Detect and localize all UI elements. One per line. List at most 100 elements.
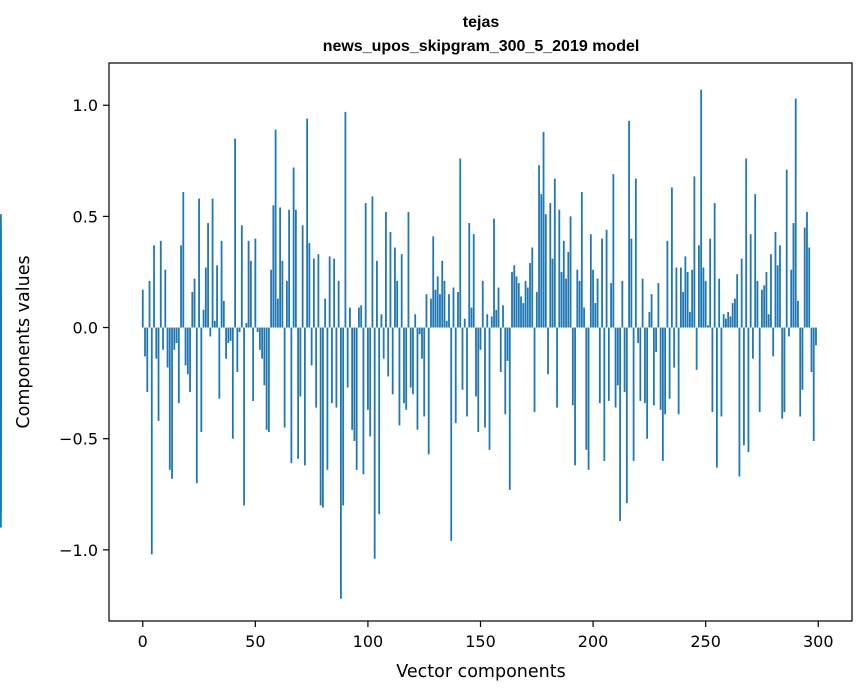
- bar-component-217: [630, 238, 633, 328]
- bar-component-198: [587, 327, 590, 470]
- bar-component-99: [364, 203, 367, 328]
- bar-component-68: [294, 209, 297, 328]
- bar-component-207: [607, 327, 610, 401]
- bar-component-97: [360, 305, 363, 328]
- bar-component-240: [682, 291, 685, 328]
- bar-component-197: [585, 327, 588, 450]
- bar-component-297: [810, 327, 813, 373]
- bar-component-239: [679, 267, 682, 328]
- bar-component-263: [734, 298, 736, 328]
- bar-component-32: [213, 320, 216, 328]
- bar-component-177: [540, 194, 543, 328]
- bar-component-175: [535, 291, 538, 328]
- bar-component-150: [479, 327, 482, 350]
- bar-component-188: [565, 278, 567, 328]
- bar-component-117: [405, 327, 408, 410]
- bar-component-264: [736, 274, 739, 328]
- bar-component-247: [698, 245, 700, 328]
- bar-component-195: [580, 191, 583, 328]
- bar-component-249: [702, 267, 705, 328]
- bar-component-218: [632, 327, 635, 461]
- bar-component-162: [506, 327, 509, 361]
- bar-component-206: [605, 229, 608, 328]
- bar-component-43: [238, 327, 241, 332]
- bar-component-129: [432, 236, 435, 328]
- x-tick-label: 250: [690, 632, 721, 651]
- bar-component-223: [643, 327, 646, 404]
- bar-component-64: [285, 280, 288, 328]
- bar-component-235: [670, 187, 673, 328]
- bar-component-268: [745, 158, 748, 328]
- bar-component-108: [385, 211, 387, 328]
- bar-component-250: [704, 280, 707, 328]
- bar-component-208: [610, 283, 612, 328]
- bar-component-82: [326, 327, 329, 470]
- bar-component-136: [448, 294, 450, 328]
- bar-component-28: [204, 267, 207, 328]
- bar-component-288: [790, 269, 793, 328]
- y-axis-label: Components values: [14, 255, 34, 428]
- bar-component-45: [243, 327, 245, 506]
- bar-component-76: [312, 258, 315, 328]
- bar-component-258: [722, 314, 725, 328]
- bar-component-292: [799, 327, 802, 417]
- bar-component-120: [412, 327, 414, 395]
- bar-component-273: [756, 280, 759, 328]
- bar-component-241: [684, 256, 687, 328]
- bar-component-5: [153, 245, 155, 328]
- bar-component-286: [785, 169, 788, 328]
- bar-component-242: [686, 271, 689, 328]
- bar-component-35: [220, 240, 223, 328]
- bar-component-216: [628, 120, 630, 328]
- bar-component-92: [349, 307, 351, 328]
- y-tick-label: 1.0: [73, 96, 98, 115]
- bar-component-39: [229, 327, 232, 341]
- bar-component-54: [263, 327, 266, 386]
- bar-component-58: [272, 205, 275, 328]
- bar-component-93: [351, 327, 354, 430]
- bar-component-53: [261, 327, 263, 359]
- bar-component-181: [549, 203, 552, 328]
- bar-component-52: [258, 327, 261, 350]
- bar-component-237: [675, 267, 678, 328]
- bar-component-72: [303, 327, 306, 466]
- bar-component-201: [594, 303, 597, 328]
- bar-component-152: [484, 327, 486, 428]
- bar-component-203: [598, 327, 601, 404]
- bar-component-138: [452, 287, 455, 328]
- bar-component-204: [601, 238, 603, 328]
- bar-component-294: [803, 227, 806, 328]
- bar-component-154: [488, 327, 491, 450]
- bar-component-296: [808, 247, 811, 328]
- bar-component-260: [727, 311, 730, 328]
- bar-component-31: [211, 198, 214, 328]
- chart-subtitle: news_upos_skipgram_300_5_2019 model: [323, 38, 640, 55]
- bar-component-23: [193, 278, 196, 328]
- bar-component-284: [781, 327, 784, 419]
- bar-component-226: [650, 294, 653, 328]
- bar-component-95: [355, 327, 358, 470]
- bar-component-89: [342, 327, 345, 506]
- bar-component-191: [571, 327, 574, 406]
- bar-component-159: [499, 327, 502, 373]
- bar-component-196: [583, 307, 585, 328]
- bar-component-252: [709, 238, 712, 328]
- bar-component-30: [209, 327, 212, 337]
- bar-component-69: [297, 327, 300, 459]
- bar-component-4: [150, 327, 153, 555]
- bar-component-202: [596, 278, 599, 328]
- bar-component-231: [661, 327, 664, 461]
- bar-component-158: [497, 287, 500, 328]
- bar-component-67: [292, 167, 295, 328]
- bar-component-126: [425, 294, 428, 328]
- bar-component-113: [396, 280, 399, 328]
- bar-component-1: [144, 327, 146, 357]
- bar-component-165: [513, 265, 516, 328]
- bar-component-114: [398, 327, 401, 426]
- bar-component-46: [245, 323, 248, 328]
- bar-component-282: [776, 265, 779, 328]
- bar-component-200: [592, 269, 594, 328]
- bar-component-80: [321, 327, 324, 508]
- bar-component-146: [470, 307, 473, 328]
- bar-component-17: [180, 245, 182, 328]
